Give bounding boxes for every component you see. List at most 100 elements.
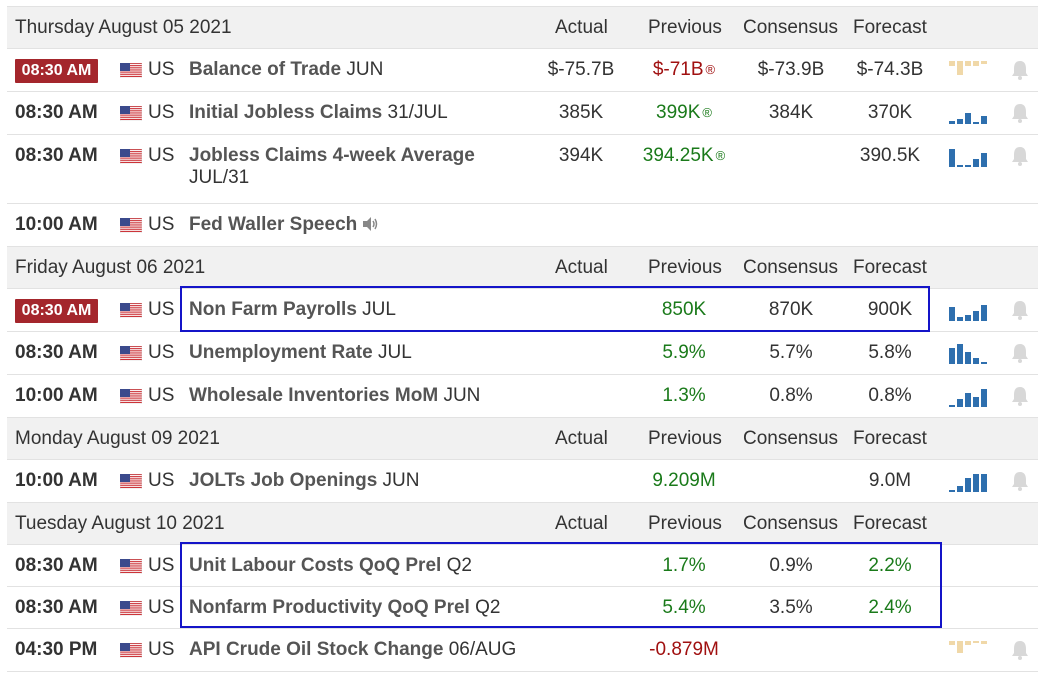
sparkline-chart-icon[interactable]	[948, 383, 990, 409]
previous-value-text: 5.9%	[662, 342, 706, 363]
previous-value: 5.4%	[634, 597, 734, 619]
previous-value-text: 9.209M	[652, 470, 716, 491]
bell-icon[interactable]	[1010, 102, 1030, 124]
previous-value: 9.209M	[634, 470, 734, 492]
sparkline-chart-icon[interactable]	[948, 57, 990, 83]
event-row[interactable]: 08:30 AM US Non Farm Payrolls JUL 850K 870K 9…	[7, 288, 1038, 331]
event-row[interactable]: 10:00 AM US JOLTs Job Openings JUN 9.209M 9.…	[7, 459, 1038, 502]
event-name-link[interactable]: Unemployment Rate JUL	[189, 342, 519, 364]
event-name-link[interactable]: Jobless Claims 4-week Average JUL/31	[189, 145, 519, 189]
event-name-link[interactable]: Fed Waller Speech	[189, 214, 519, 238]
forecast-value: 5.8%	[840, 342, 940, 364]
actual-value-text: 385K	[558, 102, 604, 123]
country-code: US	[148, 470, 175, 491]
event-time: 10:00 AM	[15, 214, 98, 235]
column-header-actual: Actual	[555, 428, 608, 449]
actual-value: $-75.7B	[531, 59, 631, 81]
revised-icon: ®	[705, 62, 716, 77]
event-row[interactable]: 08:30 AM US Unemployment Rate JUL 5.9% 5.7% 5…	[7, 331, 1038, 374]
day-header-row: Tuesday August 10 2021 Actual Previous Cons…	[7, 502, 1038, 544]
bell-icon[interactable]	[1010, 470, 1030, 492]
event-name-link[interactable]: API Crude Oil Stock Change 06/AUG	[189, 639, 519, 661]
sparkline-chart-icon[interactable]	[948, 637, 990, 663]
event-time: 08:30 AM	[15, 102, 98, 123]
us-flag-icon	[119, 600, 143, 617]
country-code: US	[148, 342, 175, 363]
event-row[interactable]: 08:30 AM US Nonfarm Productivity QoQ Prel …	[7, 586, 1038, 628]
event-name-link[interactable]: Non Farm Payrolls JUL	[189, 299, 519, 321]
column-header-consensus: Consensus	[743, 513, 839, 534]
event-time: 08:30 AM	[15, 555, 98, 576]
column-header-consensus: Consensus	[743, 428, 839, 449]
event-row[interactable]: 10:00 AM US Fed Waller Speech	[7, 203, 1038, 246]
previous-value: -0.879M	[634, 639, 734, 661]
consensus-value-text: $-73.9B	[757, 59, 825, 80]
sparkline-chart-icon[interactable]	[948, 468, 990, 494]
forecast-value-text: 2.4%	[868, 597, 912, 618]
economic-calendar: Thursday August 05 2021 Actual Previous Con…	[7, 6, 1038, 672]
forecast-value-text: 900K	[867, 299, 913, 320]
event-row[interactable]: 04:30 PM US API Crude Oil Stock Change 06/…	[7, 628, 1038, 671]
event-period: JUN	[346, 59, 384, 80]
country-code: US	[148, 102, 175, 123]
bell-icon[interactable]	[1010, 59, 1030, 81]
sparkline-chart-icon[interactable]	[948, 143, 990, 169]
event-name: Non Farm Payrolls	[189, 299, 357, 320]
event-name: Balance of Trade	[189, 59, 342, 80]
forecast-value: 900K	[840, 299, 940, 321]
sparkline-chart-icon[interactable]	[948, 340, 990, 366]
us-flag-icon	[119, 62, 143, 79]
bell-icon[interactable]	[1010, 385, 1030, 407]
country-code: US	[148, 639, 175, 660]
event-name: JOLTs Job Openings	[189, 470, 378, 491]
event-name-link[interactable]: Wholesale Inventories MoM JUN	[189, 385, 519, 407]
event-row[interactable]: 08:30 AM US Balance of Trade JUN $-75.7B $-7…	[7, 48, 1038, 91]
column-header-forecast: Forecast	[853, 513, 927, 534]
column-header-previous: Previous	[648, 428, 722, 449]
event-row[interactable]: 10:00 AM US Wholesale Inventories MoM JUN 1…	[7, 374, 1038, 417]
event-name-link[interactable]: Nonfarm Productivity QoQ Prel Q2	[189, 597, 519, 619]
column-header-previous: Previous	[648, 257, 722, 278]
bell-icon[interactable]	[1010, 145, 1030, 167]
event-name-link[interactable]: Unit Labour Costs QoQ Prel Q2	[189, 555, 519, 577]
event-period: 31/JUL	[387, 102, 448, 123]
revised-icon: ®	[702, 105, 712, 120]
bell-icon[interactable]	[1010, 342, 1030, 364]
speaker-icon	[361, 216, 379, 238]
forecast-value: 0.8%	[840, 385, 940, 407]
event-time: 08:30 AM	[15, 342, 98, 363]
forecast-value-text: 2.2%	[868, 555, 912, 576]
consensus-value-text: 0.9%	[769, 555, 813, 576]
bell-icon[interactable]	[1010, 299, 1030, 321]
us-flag-icon	[119, 105, 143, 122]
previous-value: $-71B ®	[634, 59, 734, 81]
country-code: US	[148, 299, 175, 320]
event-name-link[interactable]: Initial Jobless Claims 31/JUL	[189, 102, 519, 124]
event-row[interactable]: 08:30 AM US Unit Labour Costs QoQ Prel Q2 1…	[7, 544, 1038, 586]
forecast-value-text: $-74.3B	[856, 59, 924, 80]
previous-value-text: 1.3%	[662, 385, 706, 406]
column-header-consensus: Consensus	[743, 17, 839, 38]
column-header-forecast: Forecast	[853, 17, 927, 38]
forecast-value: 9.0M	[840, 470, 940, 492]
event-name-link[interactable]: Balance of Trade JUN	[189, 59, 519, 81]
event-period: JUL/31	[189, 167, 250, 188]
country-code: US	[148, 145, 175, 166]
sparkline-chart-icon[interactable]	[948, 297, 990, 323]
time-badge: 08:30 AM	[15, 299, 98, 323]
consensus-value: 3.5%	[741, 597, 841, 619]
consensus-value: 870K	[741, 299, 841, 321]
day-date: Monday August 09 2021	[15, 428, 220, 449]
consensus-value: $-73.9B	[741, 59, 841, 81]
previous-value: 850K	[634, 299, 734, 321]
event-name-link[interactable]: JOLTs Job Openings JUN	[189, 470, 519, 492]
country-code: US	[148, 214, 175, 235]
bell-icon[interactable]	[1010, 639, 1030, 661]
previous-value-text: 850K	[661, 299, 707, 320]
event-row[interactable]: 08:30 AM US Jobless Claims 4-week Average …	[7, 134, 1038, 203]
sparkline-chart-icon[interactable]	[948, 100, 990, 126]
country-code: US	[148, 597, 175, 618]
day-header-row: Thursday August 05 2021 Actual Previous Con…	[7, 6, 1038, 48]
previous-value: 394.25K ®	[634, 145, 734, 167]
event-row[interactable]: 08:30 AM US Initial Jobless Claims 31/JUL 3…	[7, 91, 1038, 134]
